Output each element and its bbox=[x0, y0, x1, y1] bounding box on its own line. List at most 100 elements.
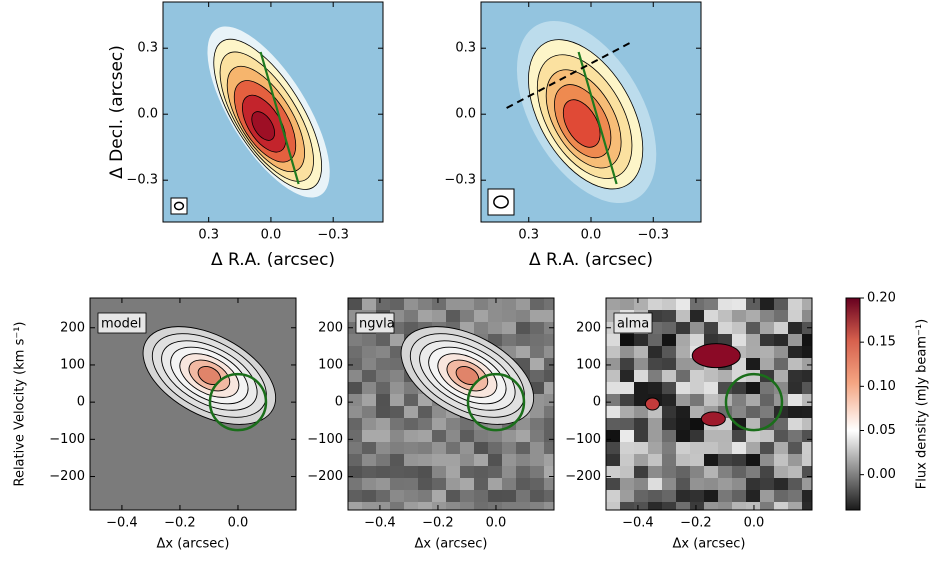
pixel bbox=[516, 502, 530, 514]
x-tick-label: −0.2 bbox=[164, 516, 196, 531]
pixel bbox=[662, 430, 676, 442]
pixel bbox=[432, 502, 446, 514]
y-tick-label: −200 bbox=[565, 469, 601, 484]
pixel bbox=[802, 490, 816, 502]
pixel bbox=[502, 478, 516, 490]
pixel bbox=[606, 358, 620, 370]
pixel bbox=[746, 406, 760, 418]
beam-box bbox=[171, 198, 187, 214]
pixel bbox=[802, 502, 816, 514]
pixel bbox=[418, 454, 432, 466]
pixel bbox=[788, 442, 802, 454]
pixel bbox=[718, 466, 732, 478]
pixel bbox=[774, 370, 788, 382]
pixel bbox=[460, 466, 474, 478]
pixel bbox=[544, 298, 558, 310]
y-tick-label: 0 bbox=[77, 395, 85, 410]
y-axis-label: Δ Decl. (arcsec) bbox=[107, 45, 127, 179]
y-tick-label: −100 bbox=[565, 432, 601, 447]
pixel bbox=[390, 454, 404, 466]
pixel bbox=[376, 382, 390, 394]
pixel bbox=[634, 370, 648, 382]
pixel bbox=[502, 298, 516, 310]
pixel bbox=[376, 466, 390, 478]
pixel bbox=[362, 466, 376, 478]
pixel bbox=[544, 358, 558, 370]
pixel bbox=[662, 406, 676, 418]
pixel bbox=[690, 442, 704, 454]
pixel bbox=[474, 322, 488, 334]
pixel bbox=[488, 454, 502, 466]
pixel bbox=[418, 406, 432, 418]
pixel bbox=[648, 370, 662, 382]
pixel bbox=[474, 502, 488, 514]
pixel bbox=[802, 418, 816, 430]
pixel bbox=[390, 490, 404, 502]
y-tick-label: 0 bbox=[593, 395, 601, 410]
pixel bbox=[404, 466, 418, 478]
pixel bbox=[390, 478, 404, 490]
beam-box bbox=[488, 189, 514, 215]
pixel bbox=[516, 322, 530, 334]
pixel bbox=[348, 406, 362, 418]
pixel bbox=[774, 454, 788, 466]
pixel bbox=[718, 490, 732, 502]
pixel bbox=[788, 466, 802, 478]
x-axis-label: Δx (arcsec) bbox=[415, 537, 488, 552]
pixel bbox=[732, 322, 746, 334]
pixel bbox=[404, 442, 418, 454]
y-tick-label: 0.15 bbox=[867, 335, 896, 350]
y-tick-label: 100 bbox=[60, 357, 85, 372]
pixel bbox=[516, 430, 530, 442]
pixel bbox=[648, 454, 662, 466]
pixel bbox=[348, 298, 362, 310]
pixel bbox=[802, 394, 816, 406]
pixel bbox=[620, 418, 634, 430]
pixel bbox=[516, 346, 530, 358]
pixel bbox=[676, 370, 690, 382]
pixel bbox=[474, 310, 488, 322]
pixel bbox=[774, 502, 788, 514]
pixel bbox=[606, 478, 620, 490]
pixel bbox=[620, 478, 634, 490]
pixel bbox=[648, 358, 662, 370]
pixel bbox=[530, 298, 544, 310]
y-tick-label: 100 bbox=[576, 357, 601, 372]
pixel bbox=[690, 430, 704, 442]
pixel bbox=[718, 370, 732, 382]
y-tick-label: 0.10 bbox=[867, 379, 896, 394]
pixel bbox=[516, 454, 530, 466]
x-axis-label: Δx (arcsec) bbox=[157, 537, 230, 552]
pixel bbox=[634, 454, 648, 466]
pixel bbox=[732, 310, 746, 322]
pixel bbox=[544, 430, 558, 442]
pixel bbox=[732, 478, 746, 490]
pixel bbox=[474, 490, 488, 502]
pixel bbox=[690, 298, 704, 310]
pixel bbox=[732, 298, 746, 310]
pixel bbox=[676, 466, 690, 478]
pixel bbox=[606, 382, 620, 394]
pixel bbox=[732, 466, 746, 478]
pixel bbox=[732, 334, 746, 346]
pixel bbox=[746, 382, 760, 394]
pixel bbox=[530, 358, 544, 370]
pixel bbox=[362, 442, 376, 454]
pixel bbox=[648, 466, 662, 478]
pixel bbox=[460, 478, 474, 490]
contour bbox=[701, 412, 725, 426]
pixel bbox=[704, 478, 718, 490]
pixel bbox=[376, 430, 390, 442]
y-tick-label: 0.3 bbox=[137, 41, 158, 56]
pixel bbox=[802, 478, 816, 490]
pixel bbox=[348, 382, 362, 394]
pixel bbox=[502, 442, 516, 454]
pixel bbox=[746, 454, 760, 466]
pixel bbox=[544, 478, 558, 490]
pixel bbox=[544, 382, 558, 394]
pixel bbox=[704, 382, 718, 394]
pixel bbox=[802, 382, 816, 394]
pixel bbox=[760, 322, 774, 334]
pixel bbox=[620, 442, 634, 454]
pixel bbox=[432, 418, 446, 430]
